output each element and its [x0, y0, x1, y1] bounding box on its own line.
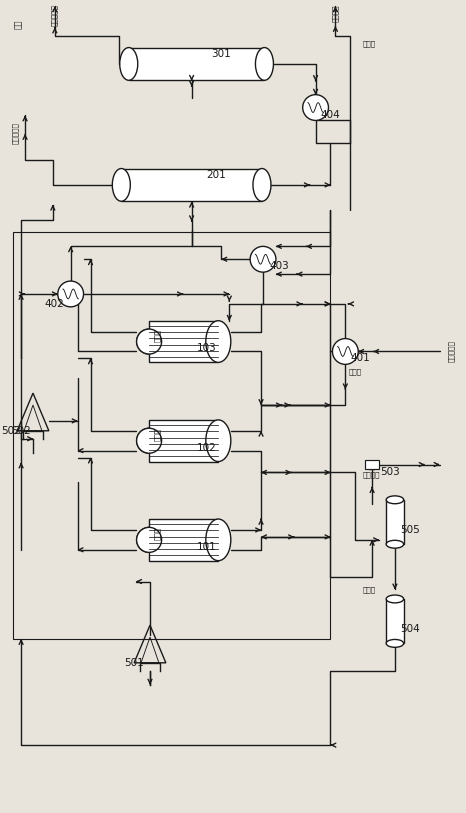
Text: 加热炉: 加热炉: [154, 528, 160, 541]
Text: 504: 504: [400, 624, 420, 634]
Ellipse shape: [386, 541, 404, 548]
Text: 503: 503: [380, 467, 400, 477]
Text: 加热炉: 加热炉: [154, 329, 160, 342]
Bar: [386, 599, 404, 643]
Text: 505: 505: [400, 525, 420, 535]
Text: 201: 201: [206, 170, 226, 180]
Ellipse shape: [386, 595, 404, 603]
Text: 401: 401: [350, 354, 370, 363]
Text: 稳定汽油: 稳定汽油: [332, 4, 339, 22]
Circle shape: [137, 329, 162, 354]
Text: 102: 102: [197, 442, 216, 453]
Circle shape: [58, 281, 83, 307]
Text: 101: 101: [197, 541, 216, 552]
Ellipse shape: [120, 47, 138, 80]
Circle shape: [250, 246, 276, 272]
Circle shape: [303, 94, 329, 120]
Bar: [365, 460, 379, 469]
Text: 502: 502: [11, 426, 31, 436]
Text: 富氢气: 富氢气: [362, 586, 375, 593]
Text: 403: 403: [269, 261, 289, 272]
Text: 干气: 干气: [14, 20, 23, 29]
Circle shape: [137, 428, 162, 453]
Text: 103: 103: [197, 344, 216, 354]
Bar: [149, 420, 218, 462]
Ellipse shape: [386, 496, 404, 504]
Text: 预加氢进料: 预加氢进料: [448, 341, 454, 363]
Circle shape: [137, 528, 162, 552]
Text: 301: 301: [212, 49, 231, 59]
Text: 液化气产品: 液化气产品: [12, 123, 19, 144]
Ellipse shape: [255, 47, 274, 80]
Ellipse shape: [206, 519, 231, 561]
Text: 收集氢气: 收集氢气: [362, 471, 380, 478]
Circle shape: [332, 338, 358, 364]
Circle shape: [137, 528, 162, 552]
Bar: [149, 519, 218, 561]
Ellipse shape: [112, 168, 130, 202]
Circle shape: [137, 329, 162, 354]
Bar: [121, 168, 262, 202]
Ellipse shape: [206, 420, 231, 462]
Ellipse shape: [206, 321, 231, 363]
Bar: [129, 47, 264, 80]
Text: 402: 402: [45, 299, 65, 309]
Text: 502: 502: [1, 426, 21, 436]
Ellipse shape: [253, 168, 271, 202]
Text: 循环氢: 循环氢: [349, 368, 362, 375]
Bar: [149, 321, 218, 363]
Text: 加热炉: 加热炉: [154, 428, 160, 441]
Circle shape: [137, 428, 162, 453]
Text: 404: 404: [321, 111, 340, 120]
Text: 重整生成油: 重整生成油: [52, 4, 58, 26]
Text: 501: 501: [124, 658, 144, 667]
Bar: [13, 233, 330, 639]
Text: 含氢气: 含氢气: [362, 41, 375, 47]
Bar: [386, 500, 404, 544]
Ellipse shape: [386, 640, 404, 647]
